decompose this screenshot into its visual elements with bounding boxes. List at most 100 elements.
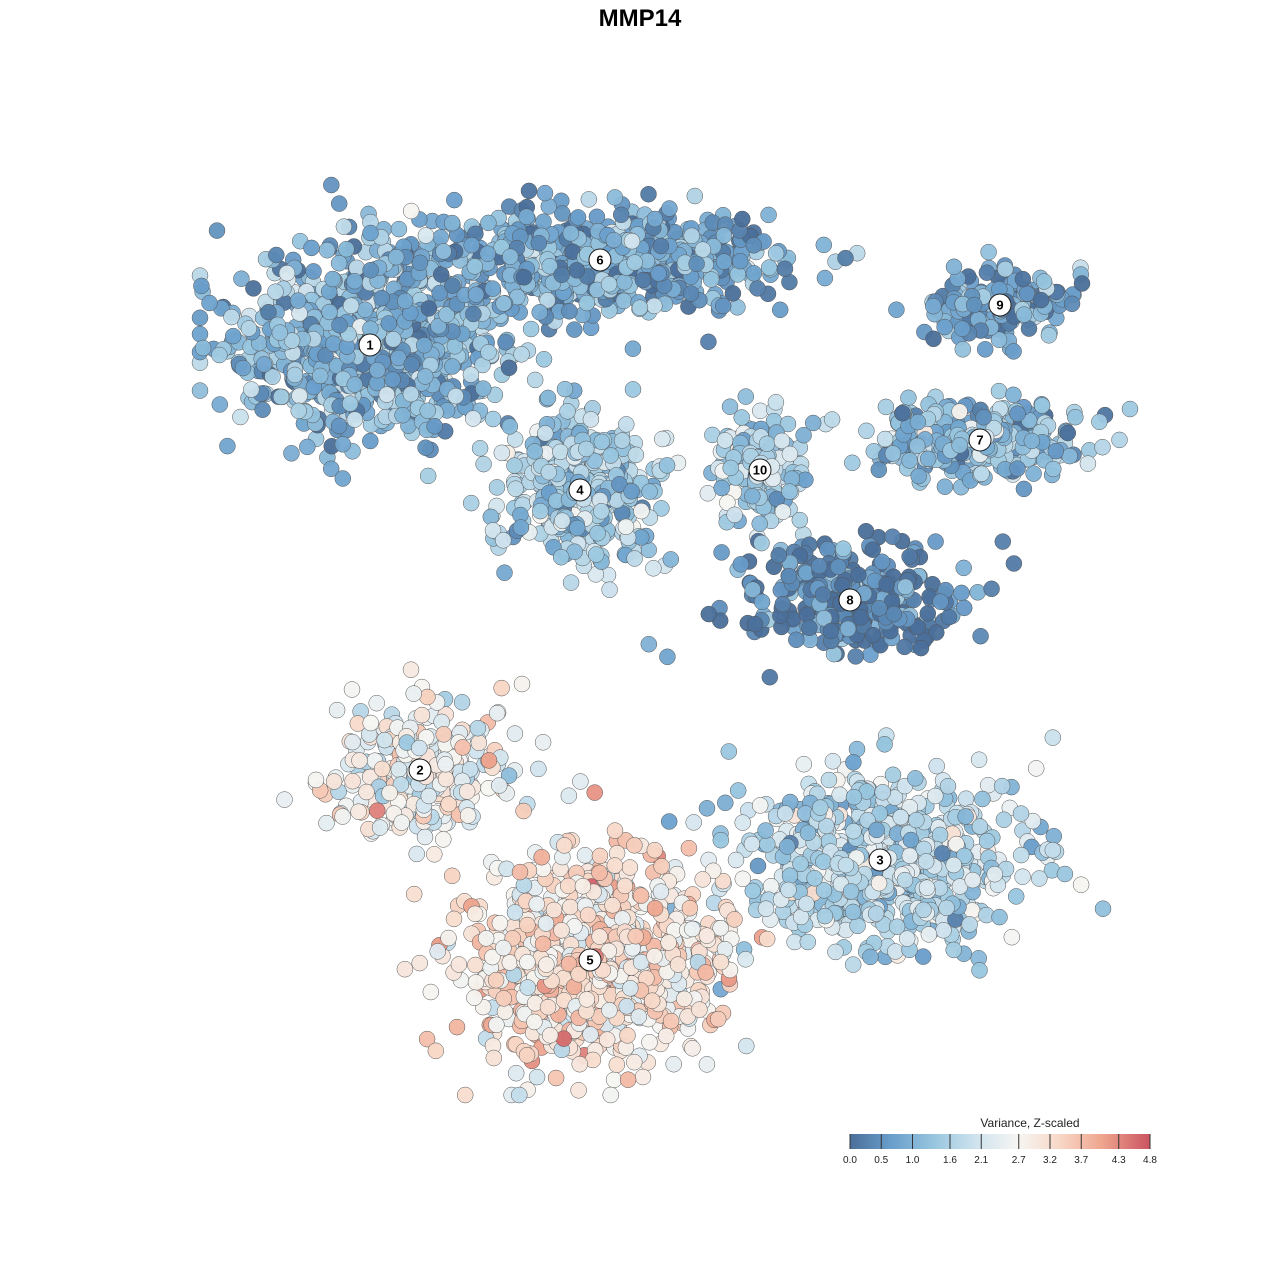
scatter-point: [837, 249, 854, 267]
scatter-point: [995, 811, 1013, 828]
scatter-point: [589, 524, 606, 542]
scatter-point: [569, 519, 586, 537]
scatter-point: [522, 320, 540, 338]
colorbar-tick-label: 3.2: [1043, 1155, 1057, 1166]
scatter-point: [580, 191, 598, 208]
scatter-point: [530, 760, 547, 778]
cluster-2-points: [276, 661, 589, 871]
colorbar-title: Variance, Z-scaled: [980, 1116, 1079, 1130]
scatter-point: [420, 300, 438, 317]
scatter-point: [415, 337, 433, 354]
scatter-point: [931, 826, 949, 844]
scatter-point: [576, 847, 594, 864]
scatter-point: [901, 452, 918, 469]
scatter-point: [820, 771, 838, 789]
scatter-point: [963, 902, 981, 919]
scatter-point: [857, 522, 875, 540]
scatter-point: [901, 548, 918, 565]
scatter-point: [271, 324, 289, 341]
scatter-point: [955, 599, 973, 617]
scatter-point: [646, 841, 664, 859]
scatter-point: [936, 478, 954, 495]
scatter-point: [685, 814, 702, 831]
scatter-point: [579, 906, 597, 924]
scatter-point: [646, 900, 664, 917]
cluster-label-text: 2: [416, 763, 423, 778]
scatter-point: [484, 410, 502, 428]
scatter-point: [676, 990, 693, 1008]
scatter-point: [450, 956, 468, 973]
scatter-point: [578, 294, 596, 312]
scatter-point: [1014, 868, 1031, 885]
scatter-point: [712, 953, 730, 971]
scatter-point: [781, 445, 799, 463]
scatter-point: [593, 433, 611, 451]
scatter-point: [462, 366, 480, 383]
scatter-point: [623, 232, 641, 250]
scatter-point: [343, 681, 361, 698]
scatter-point: [864, 541, 882, 558]
scatter-point: [991, 908, 1008, 926]
scatter-point: [935, 922, 952, 939]
cluster-label-text: 6: [596, 253, 603, 268]
cluster-label-8: 8: [838, 588, 862, 612]
scatter-point: [598, 1031, 616, 1048]
scatter-point: [462, 494, 480, 512]
scatter-point: [700, 333, 717, 351]
scatter-point: [373, 760, 391, 778]
scatter-point: [1067, 408, 1084, 426]
scatter-point: [624, 381, 642, 398]
scatter-point: [634, 1068, 652, 1086]
scatter-point: [191, 309, 209, 327]
scatter-point: [643, 992, 661, 1009]
scatter-point: [539, 998, 557, 1016]
scatter-point: [601, 1002, 618, 1019]
scatter-point: [1079, 455, 1097, 472]
scatter-point: [734, 210, 751, 228]
scatter-point: [791, 511, 809, 529]
scatter-point: [569, 209, 587, 226]
scatter-point: [1094, 438, 1111, 456]
scatter-point: [729, 299, 746, 316]
scatter-point: [605, 1071, 623, 1089]
scatter-point: [686, 187, 704, 205]
scatter-point: [908, 811, 925, 829]
scatter-point: [920, 926, 938, 943]
scatter-point: [626, 1053, 643, 1071]
scatter-point: [964, 871, 981, 889]
scatter-point: [608, 1056, 626, 1073]
scatter-point: [969, 584, 986, 601]
scatter-point: [780, 567, 798, 585]
scatter-point: [844, 454, 861, 472]
scatter-point: [918, 879, 936, 896]
scatter-point: [390, 220, 408, 238]
scatter-point: [513, 346, 530, 363]
scatter-point: [591, 847, 609, 865]
scatter-point: [683, 227, 700, 245]
scatter-point: [870, 461, 888, 479]
scatter-point: [936, 318, 953, 336]
scatter-point: [396, 292, 414, 310]
scatter-point: [378, 386, 396, 403]
scatter-point: [570, 1082, 587, 1099]
scatter-point: [402, 202, 420, 220]
scatter-point: [662, 1012, 680, 1030]
scatter-point: [426, 417, 443, 435]
scatter-point: [358, 783, 375, 801]
scatter-point: [816, 269, 834, 287]
scatter-point: [824, 753, 842, 770]
scatter-point: [234, 359, 252, 377]
scatter-point: [350, 803, 367, 820]
scatter-point: [1014, 270, 1032, 288]
scatter-point: [815, 236, 833, 254]
scatter-point: [621, 859, 639, 876]
cluster-label-text: 1: [366, 338, 373, 353]
scatter-point: [867, 905, 885, 922]
scatter-point: [774, 595, 792, 613]
scatter-point: [411, 739, 428, 757]
scatter-point: [201, 294, 218, 312]
scatter-point: [745, 265, 763, 282]
scatter-point: [362, 432, 379, 450]
scatter-point: [245, 280, 262, 297]
scatter-point: [506, 457, 523, 474]
